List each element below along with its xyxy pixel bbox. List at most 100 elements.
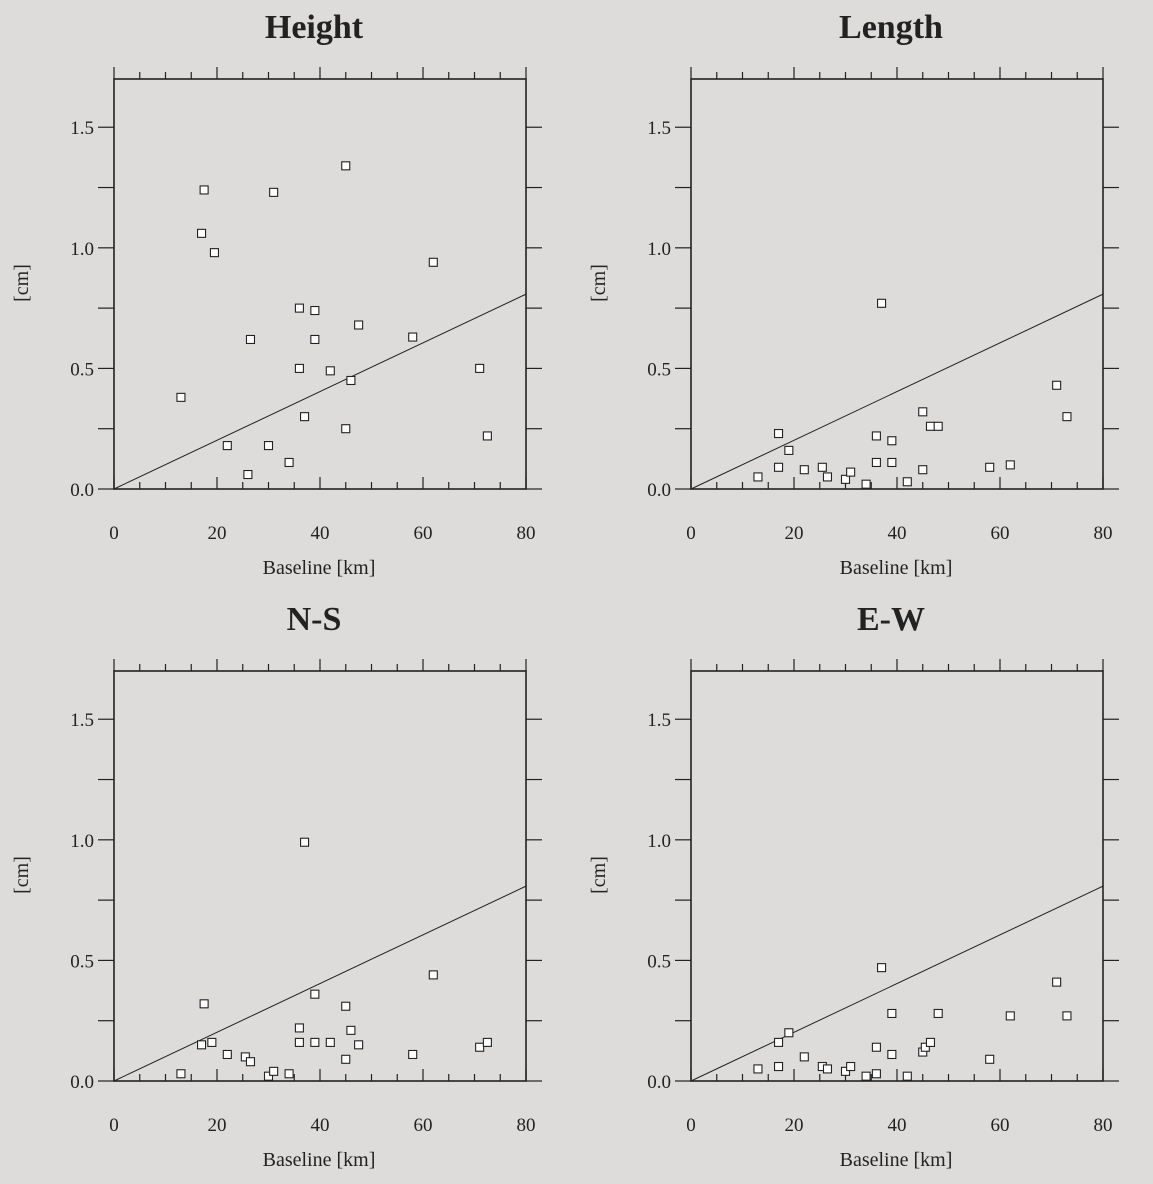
data-point [799,1052,809,1062]
data-point [871,1069,881,1079]
data-point [341,424,351,434]
x-tick-label: 40 [888,1115,907,1136]
data-point [284,457,294,468]
plot-frame [113,670,527,1082]
x-axis-label: Baseline [km] [263,557,376,579]
data-point [240,1052,250,1062]
reference-line [690,293,1104,490]
data-point [475,1042,485,1052]
data-point [341,161,351,171]
x-tick-label: 20 [208,523,227,544]
data-point [846,1061,856,1072]
data-point [817,462,827,472]
y-tick-label: 0.0 [647,480,671,501]
data-point [822,472,833,482]
data-point [176,392,186,402]
x-tick-label: 0 [109,523,119,544]
y-tick-label: 1.0 [647,239,671,260]
data-point [1005,1011,1015,1021]
y-tick-label: 0.0 [70,480,94,501]
data-point [1062,1011,1072,1021]
x-tick-label: 0 [686,523,696,544]
data-point [822,1064,833,1074]
data-point [199,999,209,1009]
data-point [346,1025,356,1035]
x-axis-label: Baseline [km] [840,557,953,579]
scatter-chart: E-W 0 20 40 60 80 0.0 0.5 1.0 1.5 Baseline [km] [cm… [588,601,1119,1171]
data-point [840,1066,851,1076]
data-point [799,465,809,475]
data-point [341,1001,351,1011]
data-point [325,366,335,376]
data-point [294,303,304,313]
data-point [871,431,881,441]
x-tick-label: 80 [517,1115,536,1136]
data-point [933,421,943,431]
data-point [263,441,274,451]
data-point [774,1037,784,1047]
data-point [902,477,912,487]
x-tick-label: 0 [109,1115,119,1136]
data-point [346,375,356,386]
data-point [310,305,320,316]
data-point [284,1069,294,1079]
y-tick-label: 1.5 [647,118,671,139]
data-point [408,332,418,342]
y-tick-label: 0.0 [647,1072,671,1093]
data-point [176,1069,186,1079]
data-point [871,457,881,468]
data-point [846,467,856,477]
data-point [887,1008,897,1019]
data-point [269,1066,279,1076]
x-axis-label: Baseline [km] [263,1149,376,1171]
data-point [209,248,219,258]
data-point [199,185,209,195]
scatter-chart: N-S 0 20 40 60 80 0.0 0.5 1.0 1.5 Baseline [km] [cm… [11,601,542,1171]
data-point [1062,412,1072,422]
x-tick-label: 40 [888,523,907,544]
data-point [871,1042,881,1052]
x-tick-label: 20 [785,1115,804,1136]
data-point [876,963,887,973]
data-point [245,334,256,345]
y-tick-label: 1.5 [647,710,671,731]
chart-title: E-W [857,601,925,638]
plot-frame [690,670,1104,1082]
data-point [207,1037,217,1047]
data-point [354,320,364,330]
data-point [245,1057,256,1067]
x-tick-label: 60 [991,1115,1010,1136]
data-point [861,479,871,489]
data-point [918,465,928,475]
data-point [475,363,485,373]
data-point [876,298,887,308]
data-point [784,1028,794,1038]
chart-title: Length [839,9,943,46]
data-point [753,472,763,482]
data-point [784,445,794,455]
data-point [887,1049,897,1060]
data-point [861,1071,871,1081]
y-axis-label: [cm] [11,264,33,302]
x-tick-label: 40 [311,523,330,544]
data-point [1052,380,1062,390]
data-point [774,462,784,472]
x-tick-label: 80 [1094,1115,1113,1136]
data-point [985,1054,995,1064]
x-tick-label: 60 [991,523,1010,544]
data-point [299,837,310,847]
y-axis-label: [cm] [11,856,33,894]
data-point [299,412,310,422]
scatter-chart: Height 0 20 40 60 80 0.0 0.5 1.0 1.5 Baseline [km]… [11,9,542,579]
data-point [887,457,897,468]
y-tick-label: 1.5 [70,118,94,139]
chart-ew-panel: E-W 0 20 40 60 80 0.0 0.5 1.0 1.5 Baseline [km] [cm… [577,592,1153,1184]
data-point [197,1040,207,1050]
x-tick-label: 80 [1094,523,1113,544]
data-point [222,441,232,451]
data-point [310,334,320,345]
data-point [918,407,928,417]
chart-height-panel: Height 0 20 40 60 80 0.0 0.5 1.0 1.5 Baseline [km]… [0,0,576,592]
data-point [920,1042,930,1052]
data-point [902,1071,912,1081]
